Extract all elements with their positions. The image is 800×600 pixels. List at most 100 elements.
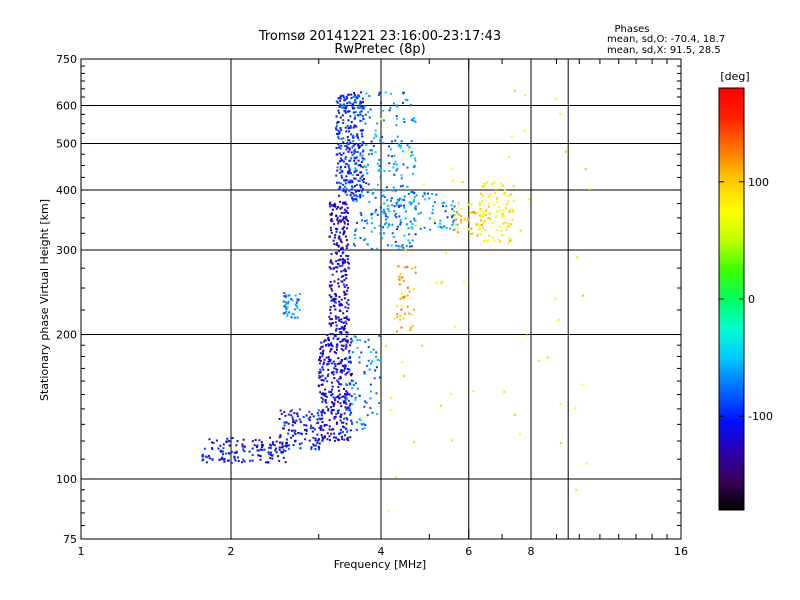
data-point [383, 210, 386, 213]
data-point [256, 449, 259, 452]
data-point [374, 151, 377, 154]
data-point [338, 111, 341, 114]
data-point [292, 444, 295, 447]
data-point [347, 164, 350, 167]
data-point [470, 227, 473, 230]
data-point [347, 303, 350, 306]
data-point [390, 197, 393, 200]
colorbar-tick-label: -100 [748, 410, 773, 423]
data-point [322, 398, 325, 401]
data-point [339, 360, 342, 363]
data-point [335, 413, 338, 416]
data-point [348, 159, 351, 162]
data-point [398, 206, 401, 209]
data-point [365, 219, 368, 222]
data-point [412, 200, 415, 203]
y-tick-label: 300 [56, 244, 77, 257]
data-point [333, 299, 336, 302]
data-point [451, 200, 454, 203]
data-point [433, 201, 436, 204]
data-point [349, 181, 352, 184]
data-point [574, 407, 577, 410]
data-point [327, 363, 330, 366]
data-point [439, 222, 442, 225]
data-point [328, 284, 331, 287]
data-point [346, 141, 349, 144]
data-point [357, 95, 360, 98]
data-point [329, 226, 332, 229]
data-point [336, 343, 339, 346]
data-point [323, 424, 326, 427]
data-point [493, 239, 496, 242]
data-point [345, 315, 348, 318]
data-point [350, 133, 353, 136]
data-point [404, 266, 407, 269]
data-point [322, 363, 325, 366]
data-point [501, 234, 504, 237]
data-point [333, 417, 336, 420]
data-point [349, 179, 352, 182]
data-point [340, 94, 343, 97]
data-point [343, 327, 346, 330]
data-point [398, 278, 401, 281]
data-point [267, 461, 270, 464]
data-point [379, 206, 382, 209]
data-point [581, 383, 584, 386]
data-point [336, 379, 339, 382]
data-point [402, 118, 405, 121]
data-point [353, 156, 356, 159]
data-point [339, 309, 342, 312]
data-point [324, 377, 327, 380]
data-point [285, 307, 288, 310]
data-point [344, 406, 347, 409]
data-point [371, 360, 374, 363]
data-point [345, 390, 348, 393]
data-point [322, 340, 325, 343]
data-point [332, 428, 335, 431]
data-point [482, 220, 485, 223]
data-point [324, 392, 327, 395]
data-point [337, 146, 340, 149]
data-point [316, 442, 319, 445]
data-point [508, 237, 511, 240]
data-point [337, 237, 340, 240]
data-point [284, 450, 287, 453]
data-point [380, 118, 383, 121]
data-point [316, 412, 319, 415]
data-point [480, 213, 483, 216]
data-point [322, 429, 325, 432]
data-point [342, 119, 345, 122]
data-point [393, 317, 396, 320]
data-point [323, 392, 326, 395]
data-point [340, 371, 343, 374]
data-point [325, 424, 328, 427]
data-point [336, 338, 339, 341]
data-point [279, 409, 282, 412]
data-point [404, 312, 407, 315]
data-point [360, 132, 363, 135]
data-point [335, 260, 338, 263]
data-point [375, 135, 378, 138]
data-point [378, 164, 381, 167]
data-point [347, 212, 350, 215]
data-point [296, 412, 299, 415]
data-point [356, 97, 359, 100]
data-point [355, 382, 358, 385]
data-point [329, 333, 332, 336]
data-point [346, 102, 349, 105]
data-point [320, 383, 323, 386]
data-point [336, 169, 339, 172]
data-point [341, 170, 344, 173]
data-point [363, 372, 366, 375]
data-point [350, 151, 353, 154]
data-point [339, 402, 342, 405]
data-point [379, 139, 382, 142]
data-point [290, 409, 293, 412]
data-point [338, 432, 341, 435]
data-point [379, 232, 382, 235]
data-point [343, 178, 346, 181]
data-point [330, 213, 333, 216]
data-point [359, 184, 362, 187]
data-point [413, 164, 416, 167]
data-point [400, 292, 403, 295]
